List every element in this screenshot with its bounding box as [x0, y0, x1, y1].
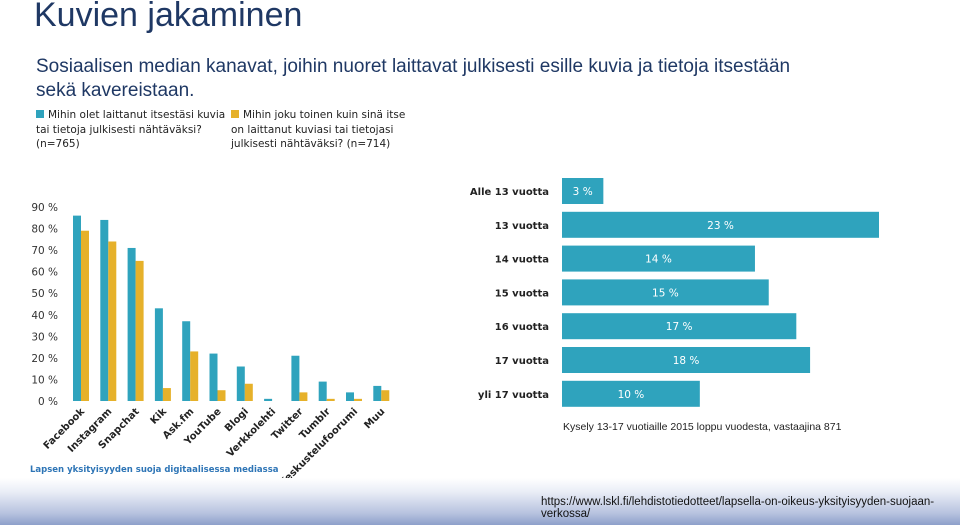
data-label: 15 % — [652, 287, 679, 299]
y-tick-label: 40 % — [31, 310, 58, 322]
bar-own-youtube — [209, 353, 218, 401]
y-tick-label: 10 % — [31, 374, 58, 386]
legend-label: Mihin joku toinen kuin sinä itse on lait… — [231, 109, 406, 150]
y-tick-label: 30 % — [31, 331, 58, 343]
data-label: 3 % — [573, 186, 593, 198]
bar-own-muu — [373, 385, 382, 401]
data-label: 17 % — [666, 321, 693, 333]
y-tick-label: 20 % — [31, 353, 58, 365]
bar-others-muu — [381, 390, 390, 401]
y-category-label: 17 vuotta — [495, 356, 549, 367]
y-category-label: Alle 13 vuotta — [470, 187, 549, 198]
y-category-label: 14 vuotta — [495, 255, 549, 266]
bar-others-ask-fm — [190, 351, 199, 401]
y-category-label: 15 vuotta — [495, 288, 549, 299]
slide-title: Kuvien jakaminen — [34, 0, 303, 34]
y-category-label: 16 vuotta — [495, 322, 549, 333]
bar-own-tumblr — [318, 381, 327, 401]
y-tick-label: 90 % — [31, 202, 58, 214]
bar-others-twitter — [299, 392, 308, 401]
bar-own-snapchat — [127, 247, 136, 401]
y-tick-label: 70 % — [31, 245, 58, 257]
x-tick-label: Muu — [363, 406, 388, 431]
data-label: 23 % — [707, 220, 734, 232]
footer-url-link[interactable]: https://www.lskl.fi/lehdistotiedotteet/l… — [541, 496, 935, 520]
hbar-16-vuotta — [562, 313, 797, 340]
bar-others-youtube — [217, 390, 226, 401]
y-tick-label: 0 % — [38, 396, 58, 408]
data-label: 10 % — [618, 389, 645, 401]
bar-own-blogi — [236, 366, 245, 401]
legend-entry-others-posts: Mihin joku toinen kuin sinä itse on lait… — [231, 108, 421, 152]
hbar-17-vuotta — [562, 347, 811, 373]
bar-others-kik — [162, 388, 171, 401]
bar-own-instagram — [100, 219, 109, 401]
hbar-alle-13-vuotta — [562, 178, 604, 204]
y-tick-label: 60 % — [31, 267, 58, 279]
bar-own-verkkolehti — [264, 398, 273, 401]
hbar-15-vuotta — [562, 279, 769, 306]
data-label: 18 % — [673, 355, 700, 367]
hbar-13-vuotta — [562, 211, 879, 238]
survey-note: Kysely 13-17 vuotiaille 2015 loppu vuode… — [563, 421, 842, 433]
bar-others-blogi — [244, 383, 253, 401]
bar-others-facebook — [81, 230, 89, 401]
bar-own-twitter — [291, 355, 300, 401]
x-tick-label: Kik — [149, 406, 170, 427]
legend-label: Mihin olet laittanut itsestäsi kuvia tai… — [36, 109, 226, 150]
legend-swatch-blue — [36, 110, 44, 118]
y-category-label: 13 vuotta — [495, 221, 549, 232]
bar-own-kik — [154, 308, 163, 401]
slide-subtitle: Sosiaalisen median kanavat, joihin nuore… — [36, 56, 791, 101]
age-bar-chart: Alle 13 vuotta 3 % 13 vuotta 23 % 14 vuotta 1… — [470, 178, 879, 407]
footer-caption: Lapsen yksityisyyden suoja digitaalisess… — [30, 465, 279, 475]
data-label: 14 % — [645, 254, 672, 266]
legend-entry-own-posts: Mihin olet laittanut itsestäsi kuvia tai… — [36, 108, 226, 152]
footer-band — [0, 478, 960, 525]
y-tick-label: 50 % — [31, 288, 58, 300]
hbar-yli-17-vuotta — [562, 380, 700, 407]
bar-others-instagram — [108, 241, 117, 401]
legend-swatch-yellow — [231, 110, 239, 118]
bar-own-facebook — [73, 215, 81, 401]
channels-bar-chart: 0 %10 %20 %30 %40 %50 %60 %70 %80 %90 %F… — [31, 202, 390, 489]
bar-own-keskustelufoorumi — [346, 392, 354, 401]
bar-others-snapchat — [135, 260, 144, 401]
y-tick-label: 80 % — [31, 224, 58, 236]
bar-others-tumblr — [326, 398, 335, 401]
bar-own-ask-fm — [182, 321, 191, 401]
hbar-14-vuotta — [562, 245, 755, 272]
bar-others-keskustelufoorumi — [354, 398, 362, 401]
y-category-label: yli 17 vuotta — [478, 390, 549, 401]
